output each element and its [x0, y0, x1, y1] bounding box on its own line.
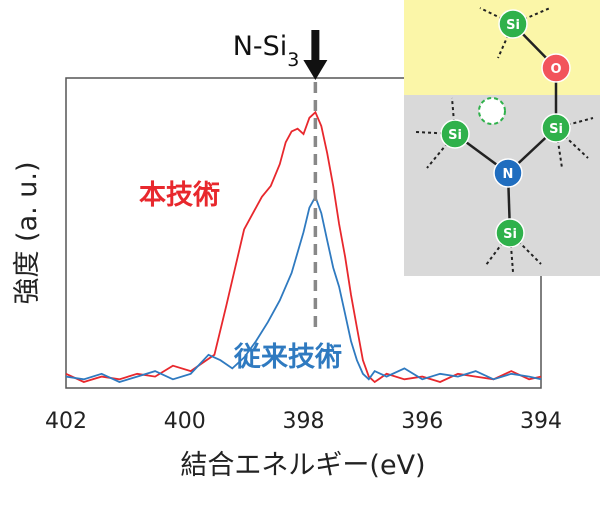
series-label-hontechnique: 本技術 — [139, 180, 220, 211]
y-axis-title: 強度 (a. u.) — [12, 161, 43, 304]
peak-marker-arrow-icon — [303, 30, 328, 80]
atom-si-top-label: Si — [506, 18, 520, 33]
atom-si-bottom-label: Si — [503, 227, 517, 242]
x-axis-title: 結合エネルギー(eV) — [180, 450, 425, 481]
atom-n — [493, 158, 523, 188]
x-tick-396: 396 — [401, 409, 443, 434]
vacancy-site-icon — [478, 97, 506, 125]
atom-si-top — [498, 9, 528, 39]
atom-o-label: O — [550, 62, 561, 77]
atom-si-right — [541, 113, 571, 143]
atom-n-label: N — [503, 167, 514, 182]
atom-si-left-label: Si — [448, 128, 462, 143]
atom-si-left — [440, 119, 470, 149]
x-tick-400: 400 — [164, 409, 206, 434]
series-label-conventional: 従来技術 — [233, 342, 342, 373]
series-line-hontechnique — [65, 110, 542, 384]
series-line-conventional — [65, 194, 542, 383]
atom-o — [541, 53, 571, 83]
atom-si-bottom — [495, 218, 525, 248]
x-tick-402: 402 — [45, 409, 87, 434]
x-tick-394: 394 — [520, 409, 562, 434]
peak-annotation-label: N-Si3 — [233, 31, 300, 71]
x-tick-398: 398 — [283, 409, 325, 434]
molecular-structure-inset: Si O Si Si N Si — [404, 0, 600, 276]
atom-si-right-label: Si — [549, 122, 563, 137]
